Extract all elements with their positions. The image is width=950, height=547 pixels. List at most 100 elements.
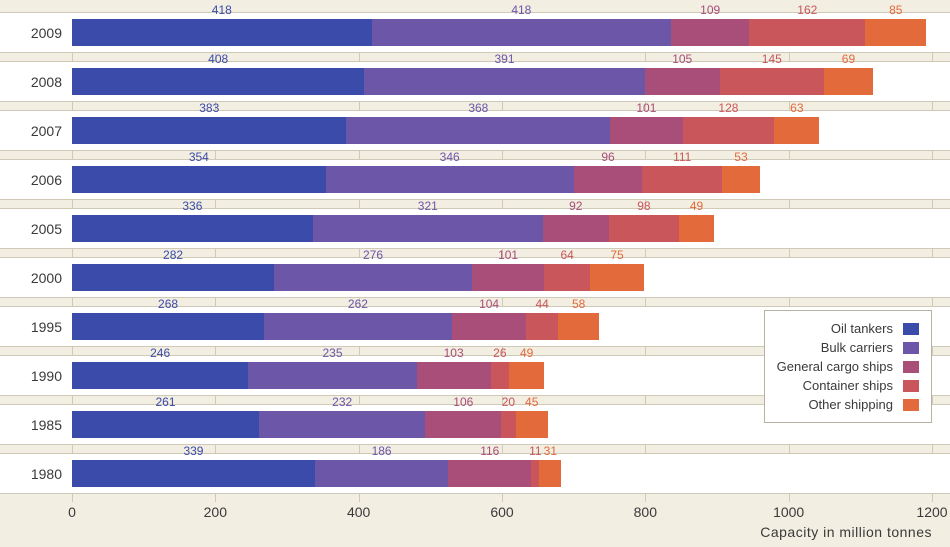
segment-value-label: 391	[494, 52, 514, 66]
segment-oil_tankers: 336	[72, 215, 313, 242]
legend-swatch	[903, 323, 919, 335]
legend-item-general_cargo: General cargo ships	[777, 357, 919, 376]
legend-swatch	[903, 361, 919, 373]
segment-general_cargo: 109	[671, 19, 749, 46]
segment-value-label: 109	[700, 3, 720, 17]
legend-label: Container ships	[803, 378, 893, 393]
segment-value-label: 31	[544, 444, 557, 458]
segment-value-label: 354	[189, 150, 209, 164]
segment-value-label: 45	[525, 395, 538, 409]
segment-value-label: 346	[440, 150, 460, 164]
x-tick-label: 1000	[773, 504, 804, 520]
year-label: 2006	[12, 172, 62, 188]
segment-other: 75	[590, 264, 644, 291]
segment-value-label: 368	[468, 101, 488, 115]
x-tick-label: 800	[634, 504, 657, 520]
segment-oil_tankers: 383	[72, 117, 346, 144]
segment-value-label: 186	[372, 444, 392, 458]
segment-value-label: 418	[212, 3, 232, 17]
segment-bulk_carriers: 186	[315, 460, 448, 487]
segment-value-label: 26	[493, 346, 506, 360]
segment-container: 11	[531, 460, 539, 487]
row-2008: 200840839110514569	[72, 61, 932, 102]
row-2006: 20063543469611153	[72, 159, 932, 200]
segment-value-label: 103	[444, 346, 464, 360]
segment-value-label: 75	[610, 248, 623, 262]
segment-value-label: 53	[734, 150, 747, 164]
segment-oil_tankers: 354	[72, 166, 326, 193]
segment-value-label: 128	[718, 101, 738, 115]
segment-bulk_carriers: 262	[264, 313, 452, 340]
year-label: 2008	[12, 74, 62, 90]
segment-general_cargo: 116	[448, 460, 531, 487]
segment-other: 85	[865, 19, 926, 46]
year-label: 1980	[12, 466, 62, 482]
segment-oil_tankers: 408	[72, 68, 364, 95]
x-tick-label: 400	[347, 504, 370, 520]
segment-value-label: 44	[535, 297, 548, 311]
segment-value-label: 64	[561, 248, 574, 262]
segment-other: 49	[679, 215, 714, 242]
legend-item-other: Other shipping	[777, 395, 919, 414]
segment-value-label: 111	[673, 150, 691, 164]
row-2000: 20002822761016475	[72, 257, 932, 298]
segment-general_cargo: 96	[574, 166, 643, 193]
segment-value-label: 383	[199, 101, 219, 115]
segment-general_cargo: 101	[610, 117, 682, 144]
segment-value-label: 262	[348, 297, 368, 311]
segment-oil_tankers: 246	[72, 362, 248, 389]
bar: 336321929849	[72, 215, 714, 242]
segment-value-label: 11	[529, 444, 541, 458]
row-2007: 200738336810112863	[72, 110, 932, 151]
legend-item-container: Container ships	[777, 376, 919, 395]
segment-oil_tankers: 261	[72, 411, 259, 438]
segment-container: 64	[544, 264, 590, 291]
segment-value-label: 101	[636, 101, 656, 115]
segment-oil_tankers: 339	[72, 460, 315, 487]
bar: 3391861161131	[72, 460, 561, 487]
segment-other: 58	[558, 313, 600, 340]
segment-value-label: 339	[183, 444, 203, 458]
segment-other: 69	[824, 68, 873, 95]
segment-bulk_carriers: 346	[326, 166, 574, 193]
bar: 2612321062045	[72, 411, 548, 438]
segment-value-label: 232	[332, 395, 352, 409]
segment-value-label: 235	[322, 346, 342, 360]
segment-value-label: 104	[479, 297, 499, 311]
legend-swatch	[903, 380, 919, 392]
segment-oil_tankers: 418	[72, 19, 372, 46]
segment-other: 31	[539, 460, 561, 487]
segment-other: 53	[722, 166, 760, 193]
x-tick-label: 0	[68, 504, 76, 520]
segment-container: 98	[609, 215, 679, 242]
legend: Oil tankersBulk carriersGeneral cargo sh…	[764, 310, 932, 423]
shipping-capacity-chart: 2009418418109162852008408391105145692007…	[0, 0, 950, 547]
x-tick-label: 200	[204, 504, 227, 520]
segment-value-label: 145	[762, 52, 782, 66]
segment-other: 63	[774, 117, 819, 144]
year-label: 2007	[12, 123, 62, 139]
segment-general_cargo: 105	[645, 68, 720, 95]
year-label: 2009	[12, 25, 62, 41]
segment-bulk_carriers: 232	[259, 411, 425, 438]
x-axis-title: Capacity in million tonnes	[760, 524, 932, 540]
segment-oil_tankers: 282	[72, 264, 274, 291]
segment-value-label: 162	[797, 3, 817, 17]
legend-label: Bulk carriers	[821, 340, 893, 355]
segment-bulk_carriers: 235	[248, 362, 416, 389]
bar: 2462351032649	[72, 362, 544, 389]
segment-container: 20	[501, 411, 515, 438]
year-label: 1990	[12, 368, 62, 384]
segment-bulk_carriers: 391	[364, 68, 644, 95]
segment-value-label: 105	[672, 52, 692, 66]
segment-bulk_carriers: 276	[274, 264, 472, 291]
x-tick-label: 600	[490, 504, 513, 520]
segment-general_cargo: 103	[417, 362, 491, 389]
segment-container: 44	[526, 313, 558, 340]
segment-container: 128	[683, 117, 775, 144]
segment-container: 145	[720, 68, 824, 95]
segment-value-label: 49	[520, 346, 533, 360]
year-label: 1995	[12, 319, 62, 335]
legend-swatch	[903, 342, 919, 354]
segment-value-label: 69	[842, 52, 855, 66]
